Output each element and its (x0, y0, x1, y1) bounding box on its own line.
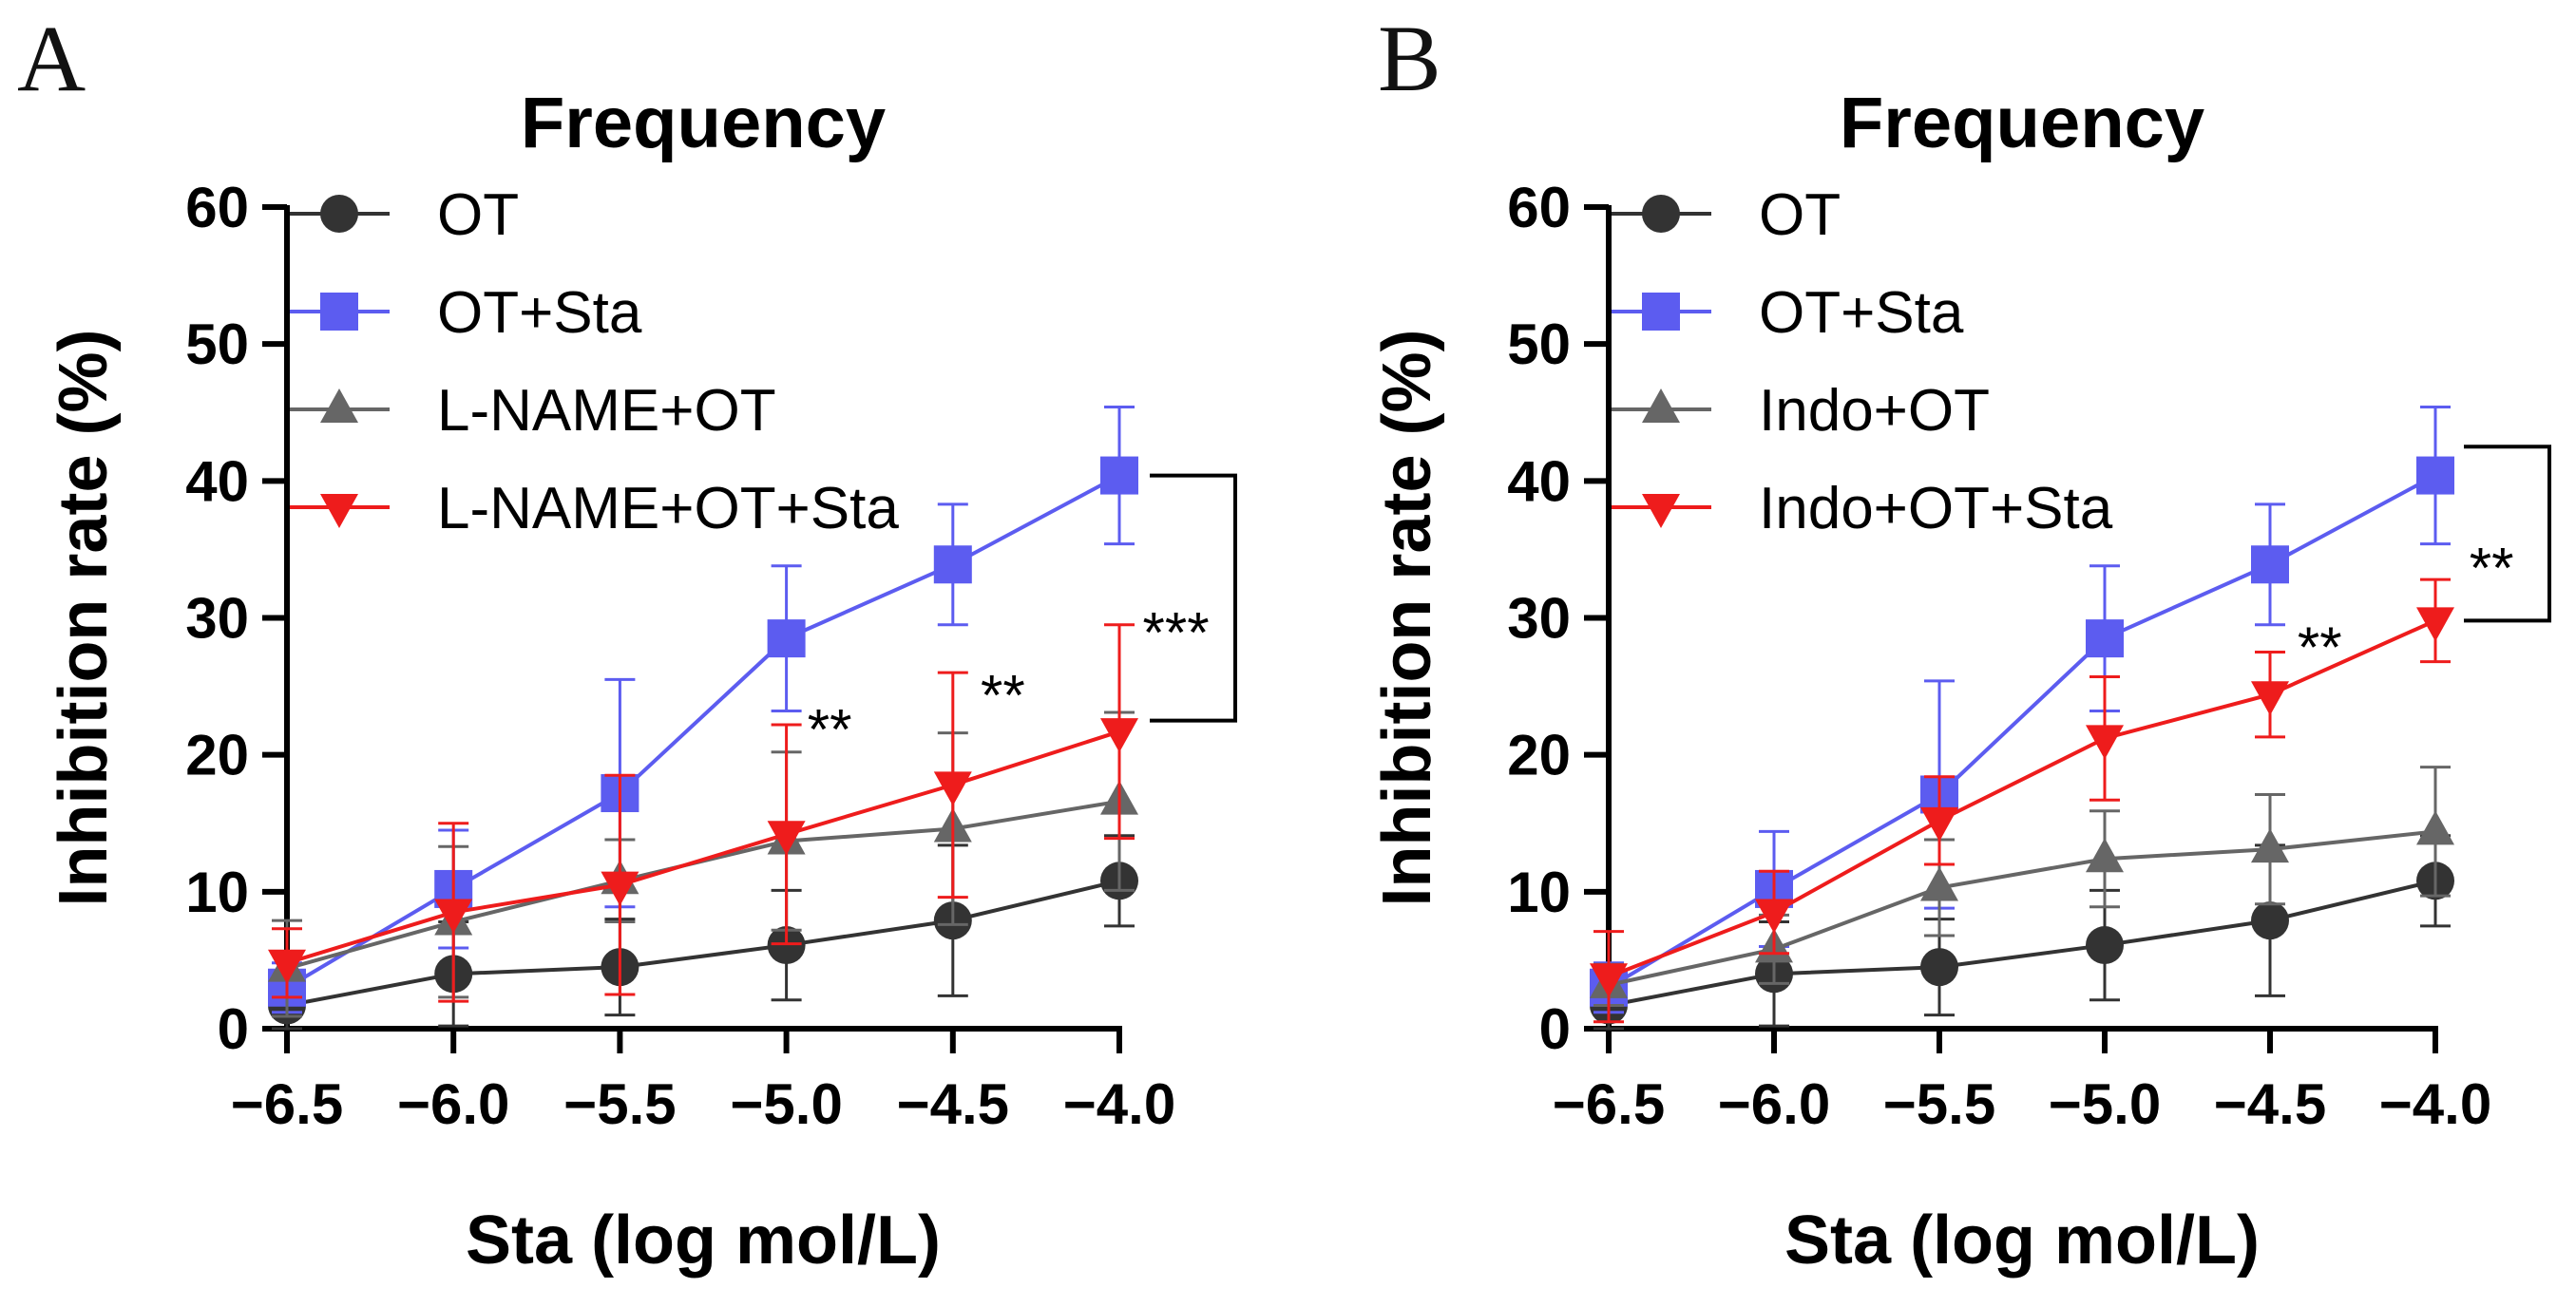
data-point (1920, 806, 1958, 842)
data-point (933, 771, 972, 806)
series-ot (268, 834, 1138, 1031)
significance-label: *** (1143, 600, 1210, 664)
x-tick-label: −5.5 (563, 1072, 676, 1136)
y-tick-label: 20 (185, 724, 249, 787)
x-tick-label: −5.5 (1883, 1072, 1995, 1136)
legend-marker (1642, 494, 1680, 528)
data-point (2251, 545, 2289, 584)
data-point (2416, 810, 2454, 845)
y-tick-label: 0 (218, 997, 249, 1061)
legend-marker (320, 388, 358, 423)
legend-label: OT+Sta (437, 280, 642, 346)
data-point (1100, 456, 1138, 495)
data-point (1920, 948, 1958, 987)
data-point (601, 871, 639, 906)
data-point (2086, 838, 2124, 873)
y-tick-label: 30 (1507, 587, 1571, 651)
x-axis-title: Sta (log mol/L) (466, 1203, 941, 1279)
data-point (1920, 866, 1958, 901)
series-indo-ot-sta (1590, 578, 2454, 1024)
series-line (1607, 473, 2436, 990)
legend-marker (1642, 293, 1680, 331)
legend-label: OT (437, 182, 519, 248)
data-point (2416, 607, 2454, 642)
significance-label: ** (808, 698, 852, 762)
series-line (286, 879, 1120, 1008)
y-tick-label: 20 (1507, 724, 1571, 787)
series-l-name-ot-sta (268, 623, 1138, 1003)
y-tick-label: 30 (185, 587, 249, 651)
x-tick-label: −4.0 (1063, 1072, 1175, 1136)
data-point (2251, 828, 2289, 863)
chart-title: Frequency (521, 83, 886, 163)
y-tick-label: 10 (1507, 861, 1571, 924)
series-indo-ot (1590, 766, 2454, 1007)
y-tick-label: 50 (185, 313, 249, 376)
x-tick-label: −4.5 (897, 1072, 1009, 1136)
data-point (2086, 926, 2124, 965)
legend-label: L-NAME+OT+Sta (437, 476, 899, 541)
y-tick-label: 60 (1507, 176, 1571, 239)
legend-label: L-NAME+OT (437, 378, 776, 444)
data-point (2086, 619, 2124, 658)
x-tick-label: −6.5 (1553, 1072, 1665, 1136)
y-tick-label: 40 (1507, 449, 1571, 513)
data-point (767, 619, 806, 658)
y-tick-label: 50 (1507, 313, 1571, 376)
y-tick-label: 10 (185, 861, 249, 924)
significance-bracket (2464, 445, 2551, 623)
y-tick-label: 40 (185, 449, 249, 513)
legend-label: Indo+OT (1759, 378, 1990, 444)
data-point (2086, 725, 2124, 760)
series-line (286, 799, 1120, 971)
legend-label: Indo+OT+Sta (1759, 476, 2113, 541)
x-axis-title: Sta (log mol/L) (1784, 1203, 2260, 1279)
series-l-name-ot (268, 710, 1138, 1018)
legend-marker (320, 195, 358, 233)
x-tick-label: −6.5 (231, 1072, 343, 1136)
series-line (1608, 618, 2436, 979)
data-point (767, 821, 806, 856)
data-point (1100, 718, 1138, 753)
data-point (933, 545, 972, 584)
legend-marker (320, 494, 358, 528)
panel-label-a: A (17, 6, 86, 111)
legend-marker (1642, 388, 1680, 423)
series-line (1608, 879, 2436, 1008)
significance-label: ** (2470, 537, 2514, 600)
y-axis-title: Inhibition rate (%) (1369, 330, 1445, 907)
data-point (1755, 899, 1793, 934)
x-tick-label: −4.0 (2379, 1072, 2491, 1136)
chart-panel-b: Frequency 0 10 20 30 40 50 60 −6.5 −6.0 −5.5 −5.0 −4… (1369, 83, 2551, 1279)
chart-title: Frequency (1840, 83, 2204, 163)
legend-label: OT (1759, 182, 1841, 248)
significance-label: ** (981, 664, 1025, 728)
data-point (268, 949, 306, 984)
panel-label-b: B (1378, 6, 1441, 111)
x-tick-label: −5.0 (2049, 1072, 2161, 1136)
x-tick-label: −5.0 (730, 1072, 842, 1136)
significance-bracket (1150, 473, 1237, 723)
x-tick-label: −4.5 (2214, 1072, 2326, 1136)
series-line (285, 473, 1120, 990)
data-point (2416, 456, 2454, 495)
data-point (1590, 963, 1628, 998)
x-tick-label: −6.0 (397, 1072, 509, 1136)
y-tick-label: 0 (1539, 997, 1571, 1061)
significance-label: ** (2298, 616, 2342, 679)
y-tick-label: 60 (185, 176, 249, 239)
chart-panel-a: Frequency 0 10 20 30 40 50 60 −6.5 −6.0 −5.5 −5.0 −4… (46, 83, 1237, 1279)
legend-marker (1642, 195, 1680, 233)
legend-marker (320, 293, 358, 331)
x-tick-label: −6.0 (1718, 1072, 1830, 1136)
y-axis-title: Inhibition rate (%) (46, 330, 122, 907)
data-point (434, 899, 473, 934)
legend-label: OT+Sta (1759, 280, 1964, 346)
series-line (286, 729, 1120, 965)
series-line (1608, 829, 2436, 987)
data-point (2251, 681, 2289, 716)
data-point (2251, 901, 2289, 940)
